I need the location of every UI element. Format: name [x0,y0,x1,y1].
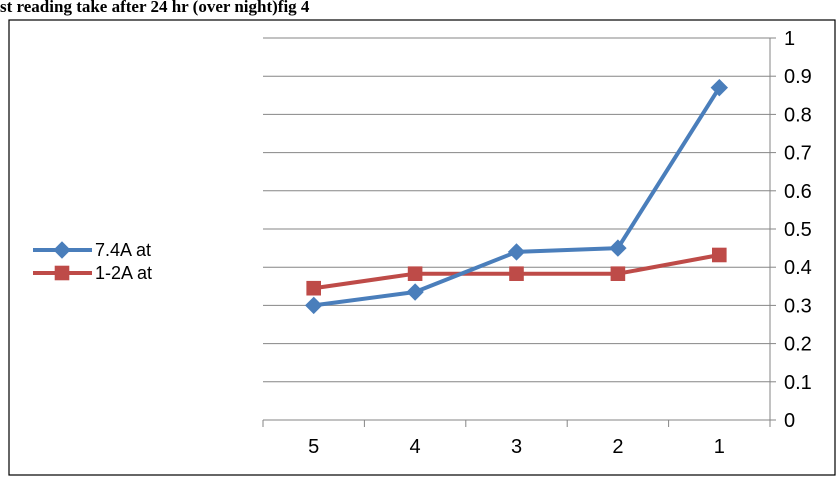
y-tick-label: 0.6 [784,181,812,203]
x-tick-label: 3 [511,436,522,458]
data-point [306,280,321,296]
y-tick-label: 0 [784,410,795,432]
y-tick-label: 0.9 [784,66,812,88]
x-tick-label: 4 [410,436,421,458]
y-tick-label: 0.2 [784,334,812,356]
y-tick-label: 0.8 [784,104,812,126]
data-point [509,266,524,281]
data-point [406,283,424,301]
data-point [610,266,626,281]
data-point [407,266,423,281]
data-point [609,239,627,257]
data-point [507,243,526,261]
y-tick-label: 0.4 [784,257,812,279]
x-tick-label: 1 [714,436,725,458]
legend-label: 1-2A at [95,263,152,283]
x-tick-label: 5 [308,436,319,458]
y-tick-label: 0.3 [784,295,812,317]
data-point [710,78,729,97]
data-point [712,247,727,263]
chart-title: st reading take after 24 hr (over night)… [0,0,310,16]
legend-label: 7.4A at [95,240,151,260]
y-tick-label: 1 [784,28,795,50]
chart-frame [8,19,836,476]
x-tick-label: 2 [612,436,623,458]
data-point [304,296,323,315]
legend-swatch-marker [53,241,71,259]
y-tick-label: 0.1 [784,372,812,394]
y-tick-label: 0.7 [784,143,812,165]
y-tick-label: 0.5 [784,219,812,241]
legend-swatch-marker [54,265,70,281]
